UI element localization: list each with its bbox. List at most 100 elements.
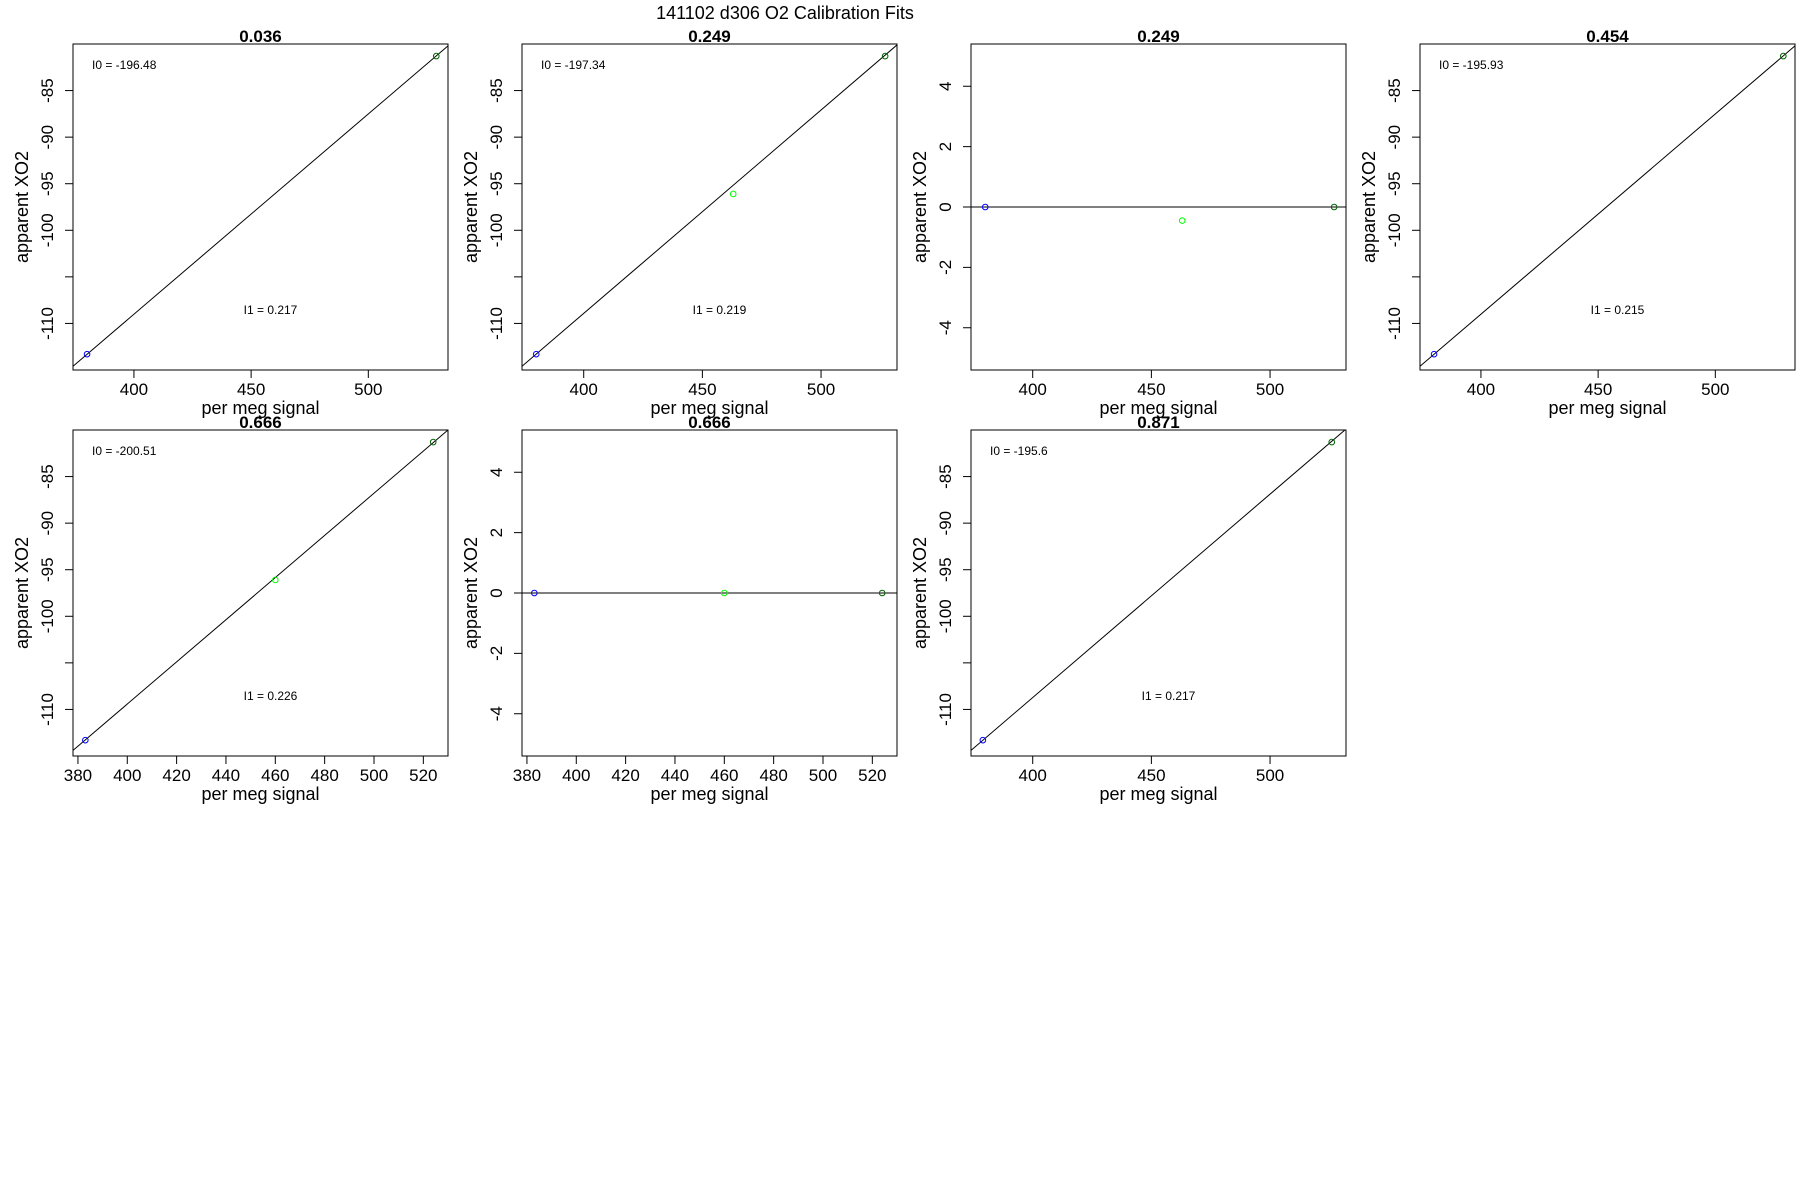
x-tick-label: 460 bbox=[710, 766, 738, 785]
x-tick-label: 380 bbox=[513, 766, 541, 785]
y-tick-label: -85 bbox=[38, 464, 57, 489]
x-tick-label: 480 bbox=[310, 766, 338, 785]
x-tick-label: 520 bbox=[858, 766, 886, 785]
x-tick-label: 500 bbox=[360, 766, 388, 785]
x-tick-label: 380 bbox=[64, 766, 92, 785]
panel-3: 0.249 400 450 500 4 2 0 -2 -4 per meg signal appar… bbox=[910, 27, 1347, 418]
y-tick-label: -2 bbox=[936, 260, 955, 275]
y-tick-label: -95 bbox=[38, 557, 57, 582]
y-tick-label: 4 bbox=[487, 468, 506, 477]
slope-annotation: I1 = 0.217 bbox=[244, 303, 298, 317]
slope-annotation: I1 = 0.217 bbox=[1142, 689, 1196, 703]
data-point bbox=[721, 589, 728, 597]
fit-line bbox=[73, 430, 448, 751]
intercept-annotation: I0 = -195.6 bbox=[990, 444, 1048, 458]
x-tick-label: 520 bbox=[409, 766, 437, 785]
x-tick-label: 450 bbox=[1137, 380, 1165, 399]
panel-title: 0.249 bbox=[688, 27, 731, 46]
plot-frame bbox=[1419, 43, 1796, 371]
slope-annotation: I1 = 0.219 bbox=[693, 303, 747, 317]
y-tick-label: -85 bbox=[38, 78, 57, 103]
data-point bbox=[82, 736, 89, 744]
y-axis-label: apparent XO2 bbox=[910, 537, 930, 649]
plot-frame bbox=[521, 43, 898, 371]
y-tick-label: 2 bbox=[936, 142, 955, 151]
x-tick-label: 400 bbox=[1019, 380, 1047, 399]
plot-frame bbox=[72, 43, 449, 371]
x-axis-label: per meg signal bbox=[1099, 398, 1217, 418]
data-point bbox=[729, 190, 737, 198]
y-tick-label: -90 bbox=[38, 125, 57, 150]
data-point bbox=[979, 736, 987, 744]
panel-title: 0.249 bbox=[1137, 27, 1180, 46]
x-axis-label: per meg signal bbox=[650, 784, 768, 804]
y-tick-label: 0 bbox=[936, 202, 955, 211]
x-tick-label: 450 bbox=[237, 380, 265, 399]
x-tick-label: 500 bbox=[354, 380, 382, 399]
plot-frame bbox=[970, 429, 1347, 757]
y-tick-label: -110 bbox=[487, 307, 506, 340]
x-tick-label: 500 bbox=[1256, 766, 1284, 785]
y-axis-label: apparent XO2 bbox=[12, 151, 32, 263]
x-tick-label: 400 bbox=[1467, 380, 1495, 399]
y-tick-label: -100 bbox=[38, 599, 57, 633]
slope-annotation: I1 = 0.215 bbox=[1591, 303, 1645, 317]
x-tick-label: 450 bbox=[688, 380, 716, 399]
y-tick-label: 2 bbox=[487, 528, 506, 537]
x-tick-label: 400 bbox=[120, 380, 148, 399]
y-tick-label: -95 bbox=[487, 171, 506, 196]
fit-line bbox=[1420, 45, 1795, 367]
y-tick-label: -95 bbox=[38, 171, 57, 196]
panel-title: 0.666 bbox=[239, 413, 282, 432]
x-axis-label: per meg signal bbox=[1099, 784, 1217, 804]
panel-4: 0.454 400 450 500 -85 -90 -95 -100 -110 per meg s… bbox=[1359, 27, 1796, 418]
slope-annotation: I1 = 0.226 bbox=[244, 689, 298, 703]
data-point bbox=[881, 52, 889, 60]
y-tick-label: -100 bbox=[38, 213, 57, 247]
y-tick-label: -2 bbox=[487, 646, 506, 661]
x-axis-label: per meg signal bbox=[1548, 398, 1666, 418]
data-point bbox=[432, 52, 440, 60]
data-point bbox=[1330, 203, 1338, 211]
fit-line bbox=[73, 45, 448, 367]
plot-frame bbox=[72, 429, 449, 757]
panel-7: 0.871 400 450 500 -85 -90 -95 -100 -110 per meg s… bbox=[910, 413, 1347, 804]
panel-title: 0.036 bbox=[239, 27, 282, 46]
x-tick-label: 480 bbox=[759, 766, 787, 785]
y-axis-label: apparent XO2 bbox=[1359, 151, 1379, 263]
x-tick-label: 450 bbox=[1584, 380, 1612, 399]
x-tick-label: 400 bbox=[1019, 766, 1047, 785]
x-axis-label: per meg signal bbox=[201, 784, 319, 804]
y-tick-label: -110 bbox=[38, 307, 57, 340]
x-tick-label: 500 bbox=[1701, 380, 1729, 399]
y-tick-label: -90 bbox=[1385, 125, 1404, 150]
panel-2: 0.249 400 450 500 -85 -90 -95 -100 -110 per meg s… bbox=[461, 27, 898, 418]
data-point bbox=[1178, 217, 1186, 224]
x-tick-label: 500 bbox=[807, 380, 835, 399]
data-point bbox=[878, 589, 886, 597]
x-tick-label: 400 bbox=[570, 380, 598, 399]
x-tick-label: 420 bbox=[611, 766, 639, 785]
y-tick-label: -90 bbox=[936, 511, 955, 536]
y-axis-label: apparent XO2 bbox=[12, 537, 32, 649]
y-tick-label: -100 bbox=[487, 213, 506, 247]
panel-5: 0.666 380 400 420 440 460 480 500 520 -85 -90 -95 -1… bbox=[12, 413, 449, 804]
data-point bbox=[1328, 438, 1336, 446]
data-point bbox=[1430, 350, 1438, 358]
data-point bbox=[1779, 52, 1787, 60]
data-point bbox=[532, 350, 540, 358]
y-tick-label: 4 bbox=[936, 82, 955, 91]
y-tick-label: -4 bbox=[487, 706, 506, 721]
y-tick-label: -90 bbox=[38, 511, 57, 536]
x-tick-label: 420 bbox=[162, 766, 190, 785]
x-tick-label: 440 bbox=[212, 766, 240, 785]
y-tick-label: -95 bbox=[936, 557, 955, 582]
y-tick-label: -110 bbox=[38, 693, 57, 726]
x-axis-label: per meg signal bbox=[201, 398, 319, 418]
y-axis-label: apparent XO2 bbox=[910, 151, 930, 263]
intercept-annotation: I0 = -197.34 bbox=[541, 58, 606, 72]
y-axis-label: apparent XO2 bbox=[461, 151, 481, 263]
data-point bbox=[981, 203, 989, 211]
y-tick-label: -110 bbox=[936, 693, 955, 726]
